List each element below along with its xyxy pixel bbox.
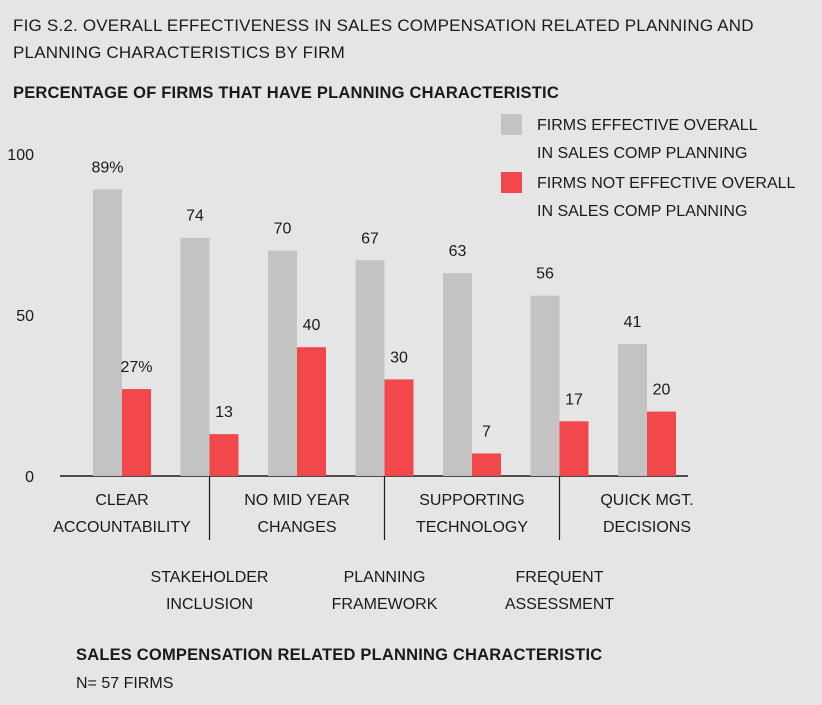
legend-label: IN SALES COMP PLANNING xyxy=(537,203,747,220)
x-axis-title: SALES COMPENSATION RELATED PLANNING CHAR… xyxy=(76,646,603,664)
data-label-not-effective: 7 xyxy=(482,423,491,440)
data-label-effective: 56 xyxy=(536,266,554,283)
bar-not-effective xyxy=(384,379,414,476)
data-label-effective: 63 xyxy=(449,243,467,260)
legend-label: IN SALES COMP PLANNING xyxy=(537,145,747,162)
y-axis-title: PERCENTAGE OF FIRMS THAT HAVE PLANNING C… xyxy=(13,84,559,102)
data-label-effective: 89% xyxy=(91,159,123,176)
bar-not-effective xyxy=(297,347,326,476)
bar-effective xyxy=(618,343,647,476)
x-category-label: FRAMEWORK xyxy=(332,596,438,613)
bar-effective xyxy=(530,295,560,476)
bar-effective xyxy=(93,189,122,477)
bar-effective xyxy=(355,260,385,476)
x-category-label: CHANGES xyxy=(257,519,336,536)
bar-effective xyxy=(180,237,210,476)
bar-not-effective xyxy=(122,389,151,476)
data-label-not-effective: 30 xyxy=(390,349,408,366)
data-label-effective: 70 xyxy=(274,221,292,238)
bar-effective xyxy=(443,273,472,476)
data-label-effective: 41 xyxy=(624,314,642,331)
legend-swatch-not-effective xyxy=(501,172,522,193)
data-label-not-effective: 27% xyxy=(120,359,152,376)
legend-swatch-effective xyxy=(501,114,522,135)
bar-not-effective xyxy=(559,421,589,476)
y-tick-label: 50 xyxy=(16,308,34,325)
x-category-label: ASSESSMENT xyxy=(505,596,615,613)
x-category-label: FREQUENT xyxy=(516,569,604,586)
x-category-label: TECHNOLOGY xyxy=(416,519,528,536)
bar-not-effective xyxy=(472,453,501,476)
data-label-not-effective: 20 xyxy=(653,382,671,399)
y-tick-label: 100 xyxy=(7,147,34,164)
data-label-effective: 74 xyxy=(186,208,204,225)
x-category-label: INCLUSION xyxy=(166,596,253,613)
x-category-label: ACCOUNTABILITY xyxy=(53,519,191,536)
x-category-label: QUICK MGT. xyxy=(600,492,693,509)
legend-label: FIRMS EFFECTIVE OVERALL xyxy=(537,117,758,134)
x-category-label: STAKEHOLDER xyxy=(151,569,269,586)
data-label-not-effective: 40 xyxy=(303,317,321,334)
data-label-not-effective: 17 xyxy=(565,391,583,408)
x-category-label: PLANNING xyxy=(344,569,426,586)
x-category-label: NO MID YEAR xyxy=(244,492,350,509)
y-tick-label: 0 xyxy=(25,469,34,486)
data-label-effective: 67 xyxy=(361,230,379,247)
bar-effective xyxy=(268,250,297,476)
bar-not-effective xyxy=(209,434,239,476)
figure-title: FIG S.2. OVERALL EFFECTIVENESS IN SALES … xyxy=(13,16,754,62)
bar-not-effective xyxy=(647,411,676,476)
data-label-not-effective: 13 xyxy=(215,404,233,421)
x-category-label: DECISIONS xyxy=(603,519,691,536)
x-category-label: CLEAR xyxy=(95,492,148,509)
sample-size-note: N= 57 FIRMS xyxy=(76,675,174,692)
legend-label: FIRMS NOT EFFECTIVE OVERALL xyxy=(537,175,796,192)
x-category-label: SUPPORTING xyxy=(419,492,525,509)
